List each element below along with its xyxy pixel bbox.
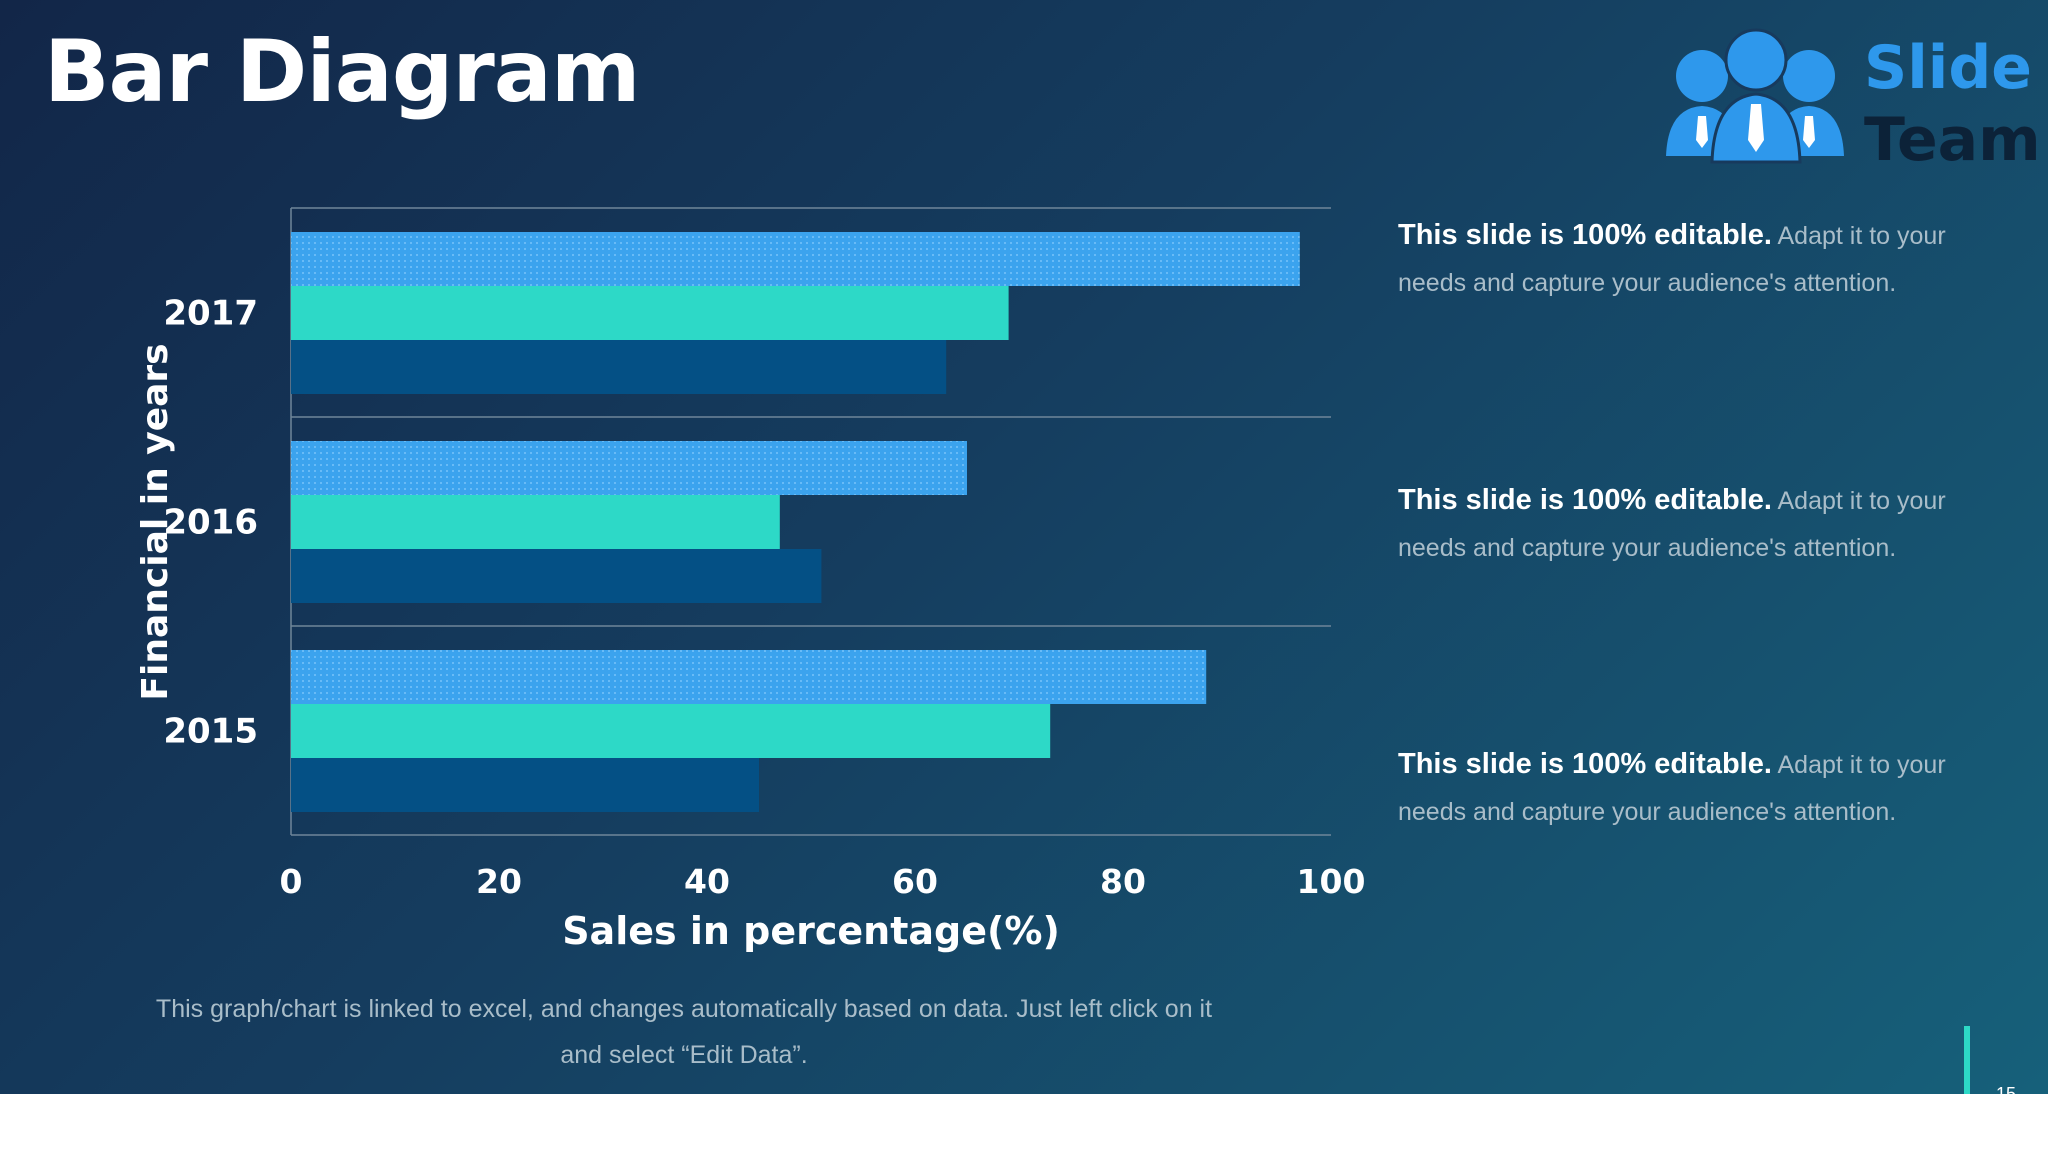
footer-note: This graph/chart is linked to excel, and… xyxy=(155,995,1213,1069)
x-tick-label: 20 xyxy=(476,862,522,901)
bar-2015-series-3 xyxy=(291,758,759,812)
y-axis-title: Financial in years xyxy=(135,343,176,700)
bar-2017-series-3 xyxy=(291,340,947,394)
note-2-bold: This slide is 100% editable. xyxy=(1398,484,1772,516)
note-3-bold: This slide is 100% editable. xyxy=(1398,748,1772,780)
bar-2017-series-1 xyxy=(291,232,1300,286)
note-2-text: Adapt it to your needs and capture your … xyxy=(1398,487,1946,562)
y-tick-label: 2016 xyxy=(163,503,258,543)
note-3-text: Adapt it to your needs and capture your … xyxy=(1398,751,1946,826)
logo-word-slide: Slide xyxy=(1864,33,2032,103)
slideteam-logo: Slide Team xyxy=(1664,28,2041,170)
bar-2016-series-3 xyxy=(291,549,822,603)
x-tick-label: 60 xyxy=(892,862,938,901)
page-title: Bar Diagram xyxy=(44,22,640,122)
bar-2016-series-2 xyxy=(291,495,780,549)
y-tick-label: 2017 xyxy=(163,294,258,334)
x-axis-title: Sales in percentage(%) xyxy=(562,909,1060,953)
note-1-bold: This slide is 100% editable. xyxy=(1398,219,1772,251)
accent-bar xyxy=(1964,1026,1970,1094)
x-tick-label: 80 xyxy=(1100,862,1146,901)
bar-2017-series-2 xyxy=(291,286,1009,340)
logo-word-team: Team xyxy=(1864,105,2041,175)
note-3: This slide is 100% editable. Adapt it to… xyxy=(1398,741,1958,836)
bar-2015-series-1 xyxy=(291,650,1207,704)
y-tick-label: 2015 xyxy=(163,712,258,752)
bar-chart: 2017 2016 2015 0 20 40 60 80 100 Sales in percent… xyxy=(135,207,1366,953)
note-2: This slide is 100% editable. Adapt it to… xyxy=(1398,477,1958,572)
slide: Bar Diagram Slide Team 2017 2016 2015 0 20 40… xyxy=(0,0,2048,1094)
bar-2016-series-1 xyxy=(291,441,967,495)
x-tick-label: 100 xyxy=(1297,862,1366,901)
note-1-text: Adapt it to your needs and capture your … xyxy=(1398,222,1946,297)
team-people-icon xyxy=(1666,28,1844,164)
x-tick-label: 40 xyxy=(684,862,730,901)
x-tick-label: 0 xyxy=(280,862,303,901)
note-1: This slide is 100% editable. Adapt it to… xyxy=(1398,212,1958,307)
bar-2015-series-2 xyxy=(291,704,1051,758)
page-number: 15 xyxy=(1996,1084,2017,1094)
